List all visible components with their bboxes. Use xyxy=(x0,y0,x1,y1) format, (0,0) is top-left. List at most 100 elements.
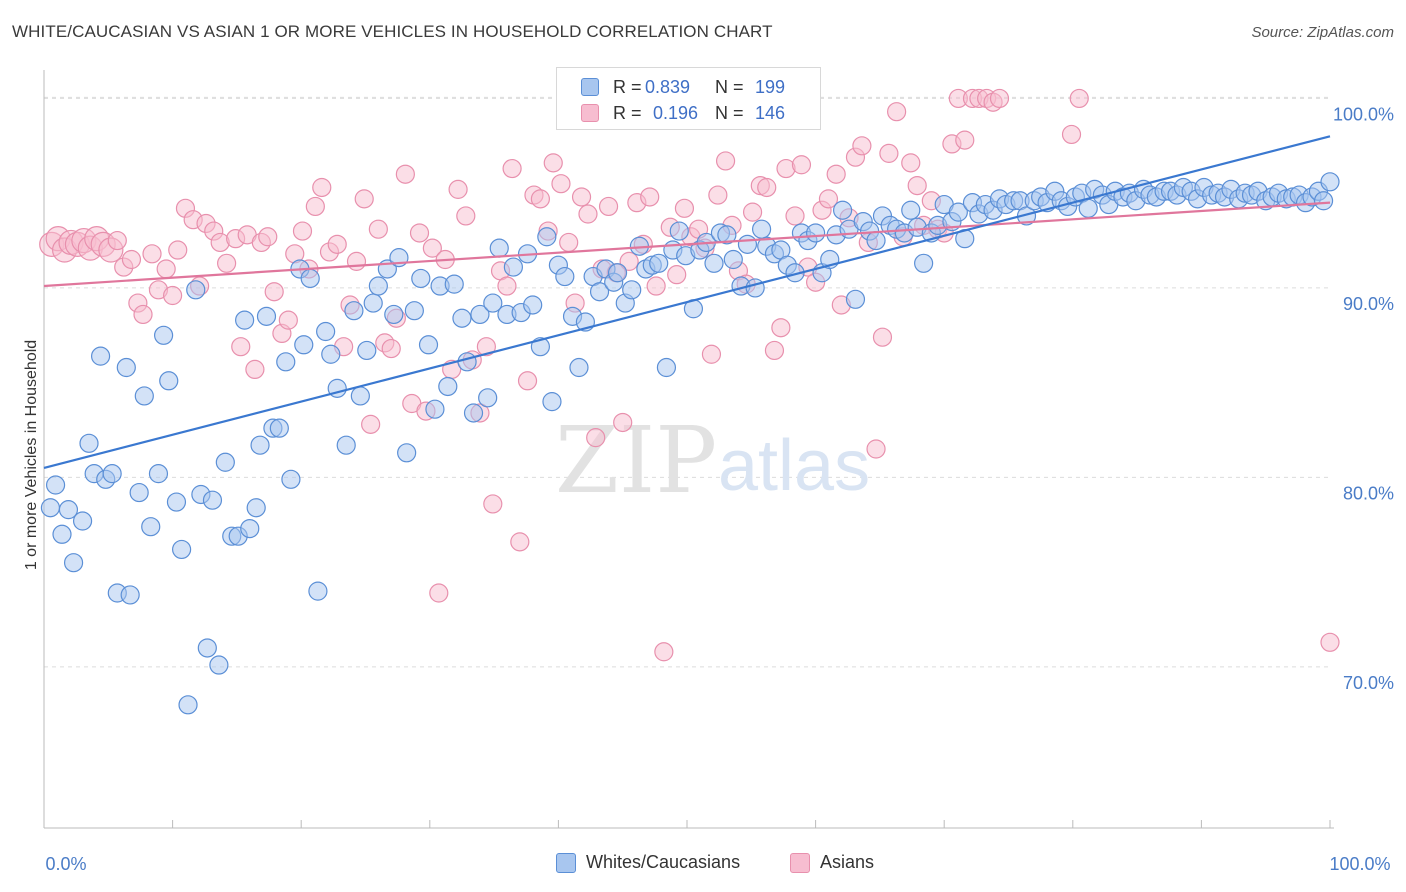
asian-point xyxy=(245,359,265,380)
white-point xyxy=(478,388,498,408)
white-point xyxy=(129,482,149,503)
asian-point xyxy=(156,259,176,279)
asian-point xyxy=(955,130,975,150)
white-point xyxy=(397,443,417,463)
asian-point xyxy=(586,428,606,448)
asian-point xyxy=(613,412,633,433)
tick-labels: 70.0% 80.0% 90.0% 100.0% 0.0% 100.0% xyxy=(45,104,1394,874)
white-point xyxy=(425,399,445,419)
white-point xyxy=(607,263,628,283)
white-point xyxy=(444,274,464,294)
asian-point xyxy=(278,310,298,330)
trend-lines xyxy=(43,135,1331,470)
asians-points xyxy=(39,88,1340,662)
white-point xyxy=(316,321,336,342)
asians-swatch xyxy=(581,104,599,122)
r-value: 0.196 xyxy=(653,102,699,123)
white-point xyxy=(384,304,404,325)
white-point xyxy=(1313,191,1334,211)
white-point xyxy=(503,257,523,277)
chart-title: WHITE/CAUCASIAN VS ASIAN 1 OR MORE VEHIC… xyxy=(12,22,773,41)
legend-item-whites[interactable]: Whites/Caucasians xyxy=(556,852,740,873)
white-point xyxy=(589,282,610,302)
asian-point xyxy=(742,202,763,222)
asian-point xyxy=(791,155,812,175)
asian-point xyxy=(497,276,517,296)
asian-point xyxy=(764,340,785,361)
legend-row-whites: R = 0.839 N = 199 xyxy=(581,76,785,98)
asian-point xyxy=(1069,88,1089,109)
asian-point xyxy=(674,198,695,218)
asian-point xyxy=(559,232,579,253)
stats-legend: R = 0.839 N = 199 R = 0.196 N = 146 xyxy=(556,67,821,130)
white-point xyxy=(404,301,424,321)
y-tick-label: 70.0% xyxy=(1343,673,1394,693)
asian-point xyxy=(327,234,347,254)
asian-point xyxy=(757,177,777,198)
white-point xyxy=(141,517,161,537)
asian-point xyxy=(264,282,284,302)
white-point xyxy=(418,335,439,355)
asian-point xyxy=(1320,632,1340,652)
asian-point xyxy=(826,164,846,184)
white-point xyxy=(523,295,543,315)
asian-point xyxy=(785,206,805,226)
asian-point xyxy=(530,189,550,209)
white-point xyxy=(240,518,260,539)
watermark: ZIP atlas xyxy=(555,407,870,514)
asian-point xyxy=(409,223,430,243)
white-point xyxy=(72,511,93,531)
white-point xyxy=(90,346,111,366)
asian-point xyxy=(578,204,598,224)
white-point xyxy=(148,464,169,484)
asian-point xyxy=(381,338,401,359)
white-point xyxy=(321,344,341,364)
white-point xyxy=(250,435,270,455)
asian-point xyxy=(107,230,127,251)
asian-point xyxy=(866,439,886,459)
asian-point xyxy=(771,318,791,338)
asian-point xyxy=(701,344,722,364)
white-point xyxy=(656,357,677,378)
asian-point xyxy=(217,253,237,273)
white-point xyxy=(281,469,301,489)
white-point xyxy=(368,276,388,296)
white-point xyxy=(134,386,154,406)
white-point xyxy=(294,335,314,355)
white-point xyxy=(411,268,431,289)
asian-point xyxy=(619,251,639,271)
asian-point xyxy=(654,642,674,662)
white-point xyxy=(172,539,192,560)
white-point xyxy=(555,266,575,287)
white-point xyxy=(246,498,266,518)
white-point xyxy=(63,553,84,573)
whites-swatch xyxy=(581,78,599,96)
white-point xyxy=(1320,172,1340,192)
asian-point xyxy=(852,136,872,156)
asian-point xyxy=(872,327,893,347)
white-point xyxy=(159,371,179,391)
watermark-zip: ZIP xyxy=(555,407,717,514)
asian-point xyxy=(598,196,619,217)
y-axis-label: 1 or more Vehicles in Household xyxy=(23,340,40,570)
white-point xyxy=(209,655,229,675)
white-point xyxy=(186,280,206,300)
white-point xyxy=(489,238,509,258)
asian-point xyxy=(517,371,538,391)
legend-row-asians: R = 0.196 N = 146 xyxy=(581,102,785,124)
white-point xyxy=(235,310,255,330)
white-point xyxy=(805,223,826,243)
white-point xyxy=(58,500,79,520)
asian-point xyxy=(502,158,522,179)
white-point xyxy=(569,357,589,378)
white-point xyxy=(52,524,72,544)
white-point xyxy=(45,475,66,495)
white-point xyxy=(483,293,503,313)
white-point xyxy=(457,352,477,372)
legend-item-asians[interactable]: Asians xyxy=(790,852,874,873)
axes xyxy=(43,70,1334,829)
white-point xyxy=(438,376,458,397)
x-tick-label-min: 0.0% xyxy=(45,854,86,874)
white-point xyxy=(300,268,320,289)
